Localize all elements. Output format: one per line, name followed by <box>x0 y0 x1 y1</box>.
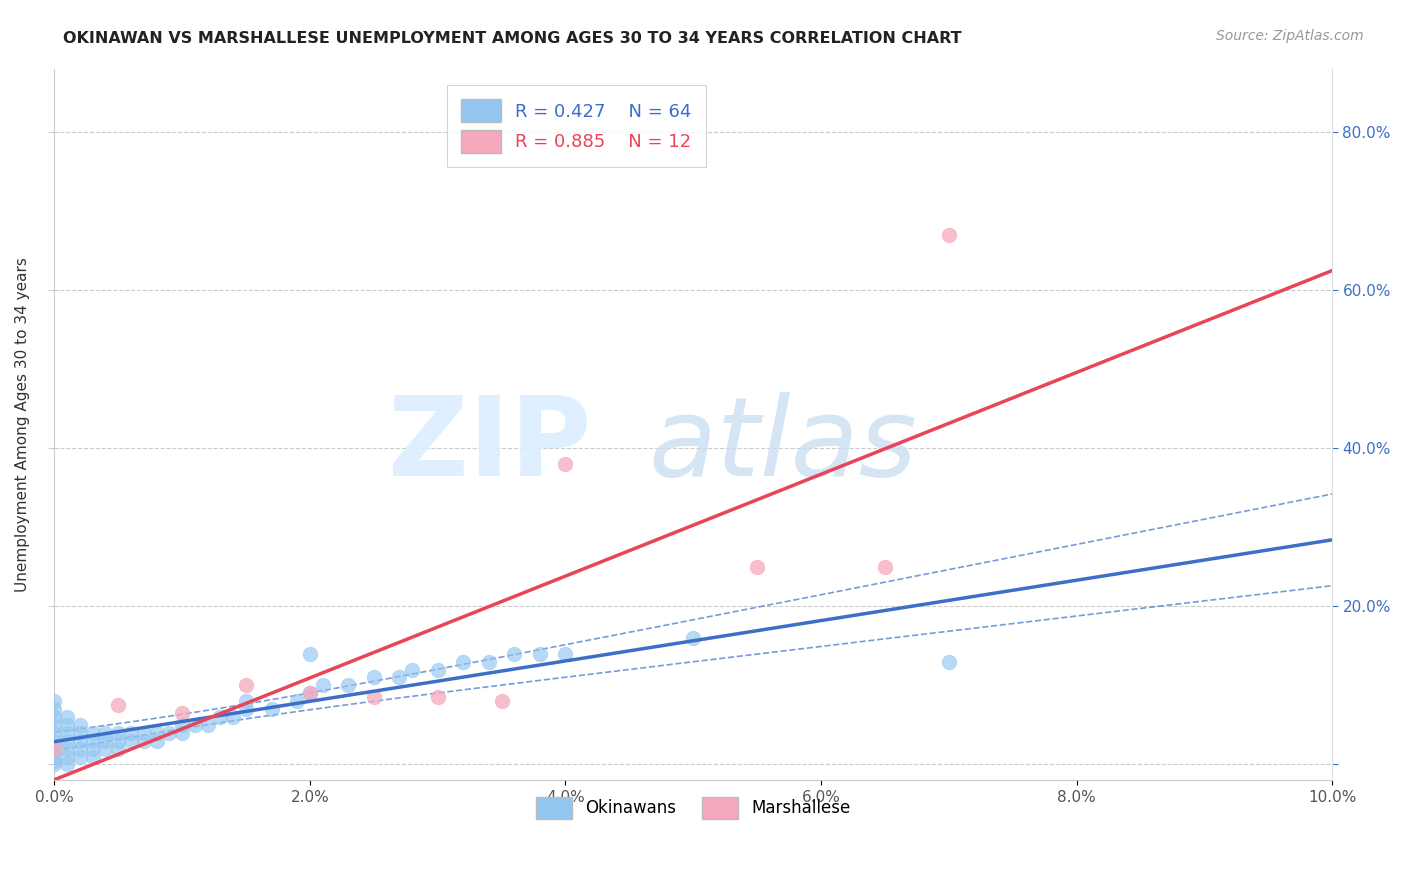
Point <box>554 647 576 661</box>
Point <box>69 726 91 740</box>
Point <box>491 694 513 708</box>
Point <box>44 710 66 724</box>
Point <box>172 718 194 732</box>
Point <box>44 733 66 747</box>
Text: Source: ZipAtlas.com: Source: ZipAtlas.com <box>1216 29 1364 43</box>
Point <box>82 749 104 764</box>
Point <box>426 690 449 705</box>
Point <box>938 655 960 669</box>
Point <box>682 631 704 645</box>
Point <box>56 710 79 724</box>
Point <box>298 686 321 700</box>
Point <box>120 733 142 747</box>
Point <box>145 733 167 747</box>
Point <box>44 741 66 756</box>
Point <box>363 671 385 685</box>
Point <box>44 741 66 756</box>
Point <box>260 702 283 716</box>
Point <box>132 733 155 747</box>
Point <box>56 718 79 732</box>
Point <box>873 559 896 574</box>
Point <box>82 726 104 740</box>
Point <box>235 678 257 692</box>
Point <box>56 726 79 740</box>
Point <box>56 741 79 756</box>
Point <box>938 227 960 242</box>
Point <box>56 749 79 764</box>
Point <box>401 663 423 677</box>
Point <box>337 678 360 692</box>
Point <box>56 757 79 772</box>
Point <box>107 741 129 756</box>
Point <box>44 718 66 732</box>
Point <box>69 733 91 747</box>
Point <box>44 757 66 772</box>
Point <box>298 686 321 700</box>
Point <box>107 726 129 740</box>
Point <box>145 726 167 740</box>
Point <box>285 694 308 708</box>
Point <box>184 718 207 732</box>
Point <box>172 706 194 720</box>
Point <box>554 457 576 471</box>
Point <box>197 718 219 732</box>
Point <box>235 702 257 716</box>
Point <box>44 694 66 708</box>
Point <box>426 663 449 677</box>
Point <box>107 698 129 713</box>
Text: ZIP: ZIP <box>388 392 591 500</box>
Y-axis label: Unemployment Among Ages 30 to 34 years: Unemployment Among Ages 30 to 34 years <box>15 257 30 592</box>
Point <box>69 741 91 756</box>
Point <box>94 726 117 740</box>
Point <box>388 671 411 685</box>
Point <box>311 678 333 692</box>
Point <box>44 754 66 768</box>
Point <box>298 647 321 661</box>
Point <box>94 733 117 747</box>
Point <box>94 741 117 756</box>
Point <box>120 726 142 740</box>
Text: atlas: atlas <box>648 392 917 500</box>
Point <box>451 655 474 669</box>
Point <box>222 710 245 724</box>
Point <box>69 749 91 764</box>
Point <box>82 733 104 747</box>
Point <box>235 694 257 708</box>
Point <box>44 702 66 716</box>
Point <box>503 647 526 661</box>
Point <box>363 690 385 705</box>
Point <box>132 726 155 740</box>
Point <box>44 726 66 740</box>
Point <box>69 718 91 732</box>
Text: OKINAWAN VS MARSHALLESE UNEMPLOYMENT AMONG AGES 30 TO 34 YEARS CORRELATION CHART: OKINAWAN VS MARSHALLESE UNEMPLOYMENT AMO… <box>63 31 962 46</box>
Point <box>529 647 551 661</box>
Point <box>107 733 129 747</box>
Point <box>478 655 501 669</box>
Point <box>82 741 104 756</box>
Point <box>44 749 66 764</box>
Point <box>209 710 232 724</box>
Point <box>56 733 79 747</box>
Legend: Okinawans, Marshallese: Okinawans, Marshallese <box>529 790 858 825</box>
Point <box>745 559 768 574</box>
Point <box>157 726 180 740</box>
Point <box>172 726 194 740</box>
